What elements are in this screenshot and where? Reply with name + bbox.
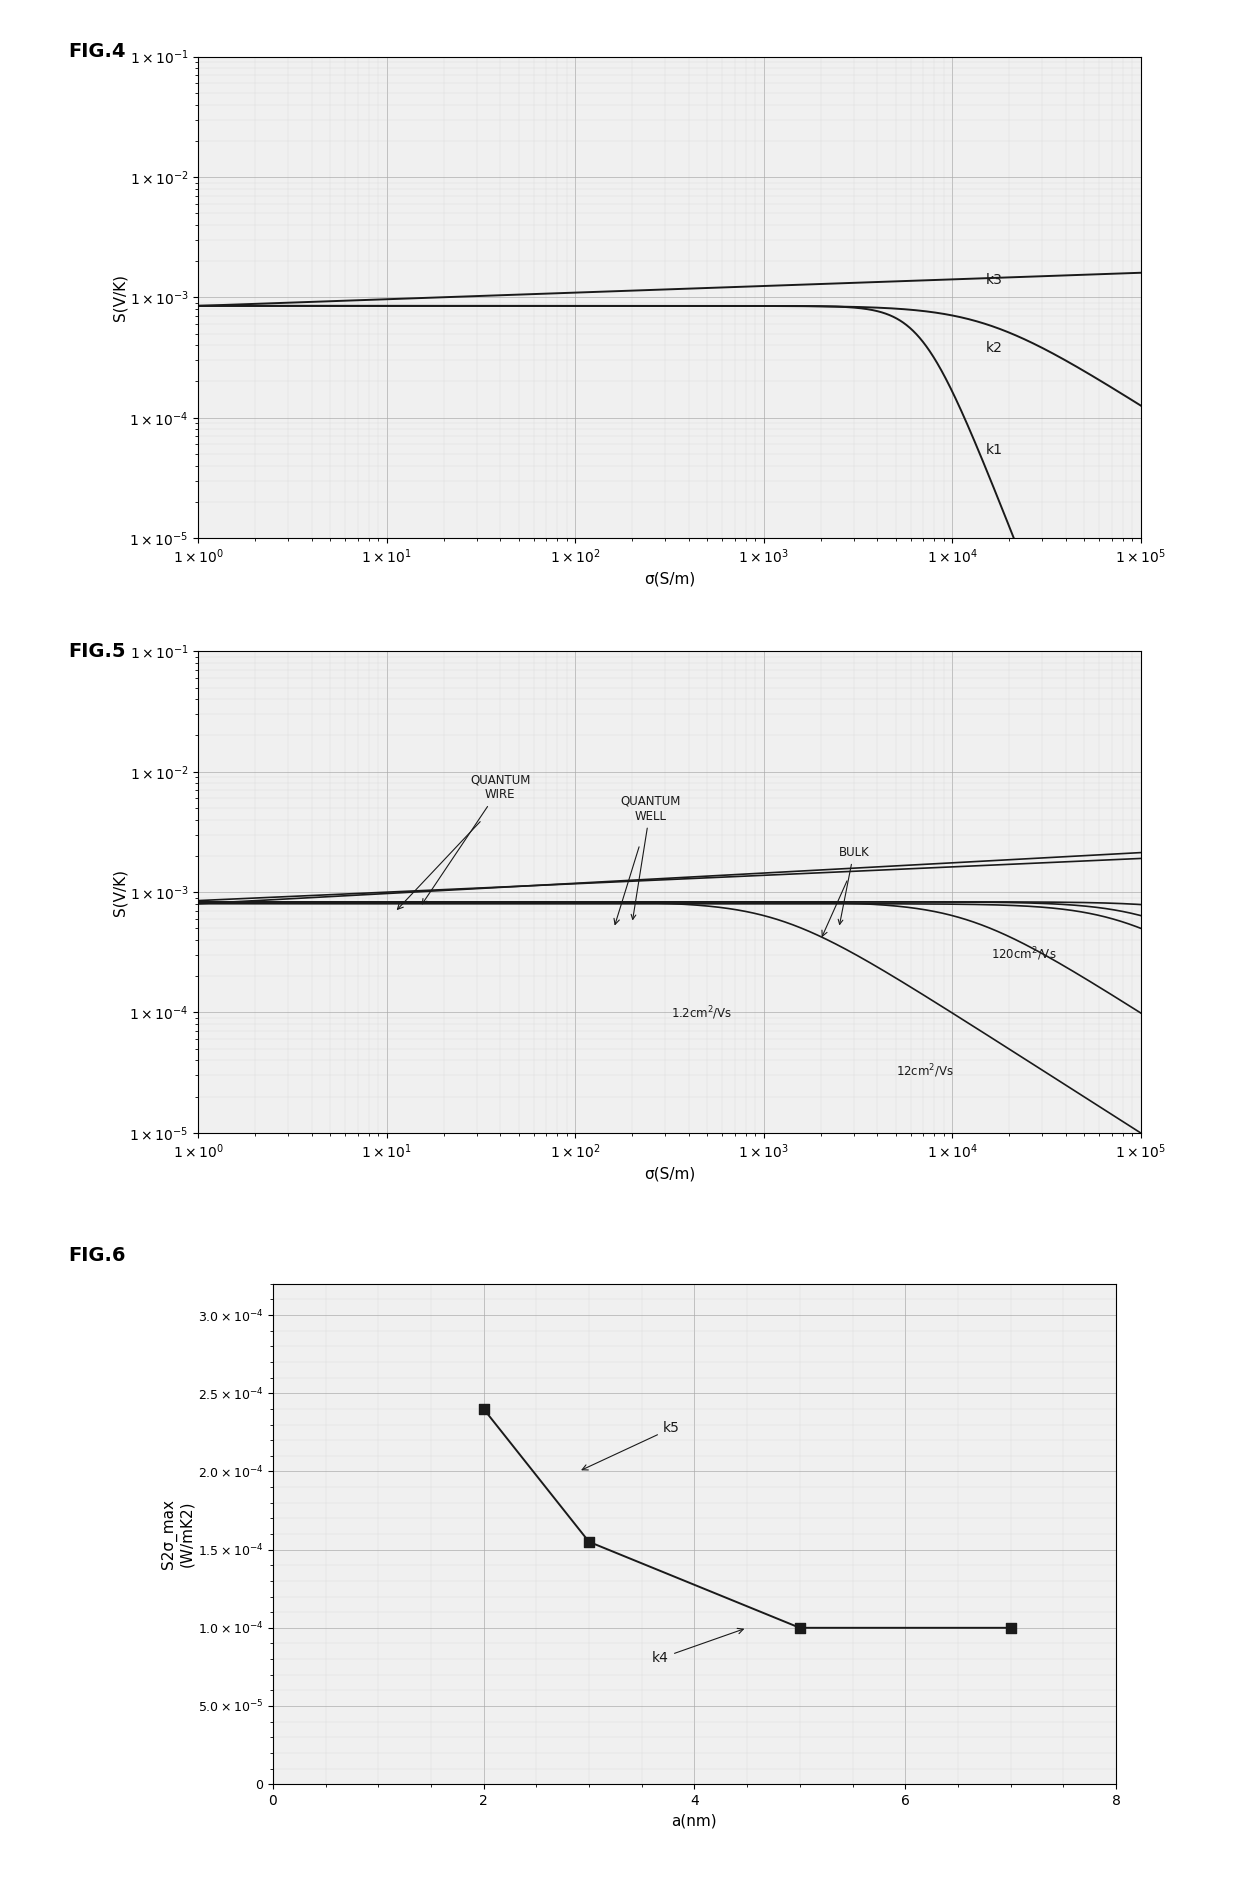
Text: k1: k1 [986, 444, 1002, 457]
Text: FIG.4: FIG.4 [68, 42, 125, 60]
X-axis label: σ(S/m): σ(S/m) [644, 572, 696, 587]
Text: BULK: BULK [838, 846, 869, 925]
Y-axis label: S(V/K): S(V/K) [113, 868, 128, 916]
Text: FIG.5: FIG.5 [68, 642, 125, 661]
Y-axis label: S(V/K): S(V/K) [113, 274, 128, 321]
Point [474, 1393, 494, 1424]
Point [790, 1612, 810, 1643]
Text: 120cm$^2$/Vs: 120cm$^2$/Vs [991, 946, 1056, 963]
Point [579, 1527, 599, 1558]
X-axis label: a(nm): a(nm) [672, 1814, 717, 1828]
Text: k3: k3 [986, 272, 1002, 287]
Y-axis label: S2σ_max
(W/mK2): S2σ_max (W/mK2) [161, 1499, 195, 1569]
Text: 1.2cm$^2$/Vs: 1.2cm$^2$/Vs [671, 1004, 732, 1021]
Point [1001, 1612, 1021, 1643]
Text: k4: k4 [652, 1627, 743, 1665]
Text: FIG.6: FIG.6 [68, 1246, 125, 1265]
Text: QUANTUM
WELL: QUANTUM WELL [620, 795, 681, 919]
Text: k2: k2 [986, 342, 1002, 355]
X-axis label: σ(S/m): σ(S/m) [644, 1167, 696, 1182]
Text: QUANTUM
WIRE: QUANTUM WIRE [423, 774, 531, 904]
Text: k5: k5 [582, 1422, 680, 1471]
Text: 12cm$^2$/Vs: 12cm$^2$/Vs [895, 1061, 954, 1080]
